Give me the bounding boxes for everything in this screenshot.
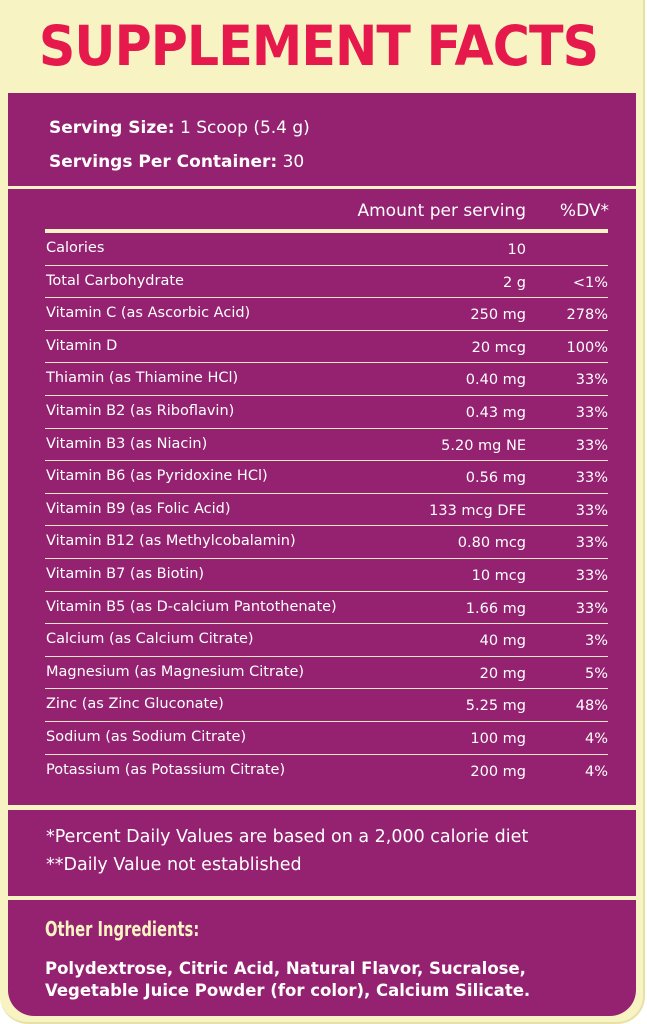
nutrient-name: Vitamin C (as Ascorbic Acid) xyxy=(46,305,251,322)
nutrient-amount: 2 g xyxy=(502,274,526,291)
nutrient-dv: 5% xyxy=(584,665,608,682)
not-established-footnote: **Daily Value not established xyxy=(46,855,302,875)
nutrient-amount: 0.80 mcg xyxy=(457,535,526,552)
serving-info-section: Serving Size: 1 Scoop (5.4 g) Servings P… xyxy=(8,93,636,186)
nutrient-row: Vitamin B6 (as Pyridoxine HCl) 0.56 mg 33% xyxy=(45,461,608,494)
nutrient-dv: 4% xyxy=(584,730,608,747)
nutrient-amount: 20 mcg xyxy=(471,339,526,356)
nutrient-name: Vitamin B12 (as Methylcobalamin) xyxy=(46,533,296,550)
nutrient-name: Vitamin B3 (as Niacin) xyxy=(46,435,208,452)
nutrient-row: Vitamin B9 (as Folic Acid) 133 mcg DFE 33% xyxy=(45,494,608,527)
nutrient-row: Total Carbohydrate 2 g <1% xyxy=(45,266,608,299)
nutrient-dv: 33% xyxy=(575,372,608,389)
nutrient-amount: 5.25 mg xyxy=(465,698,526,715)
nutrient-dv: 33% xyxy=(575,535,608,552)
nutrient-row: Zinc (as Zinc Gluconate) 5.25 mg 48% xyxy=(45,689,608,722)
nutrient-name: Potassium (as Potassium Citrate) xyxy=(46,761,286,778)
nutrient-name: Zinc (as Zinc Gluconate) xyxy=(46,696,224,713)
nutrient-name: Calories xyxy=(46,240,105,256)
nutrient-row: Vitamin B2 (as Riboflavin) 0.43 mg 33% xyxy=(45,396,608,429)
nutrient-table: Amount per serving %DV* Calories 10 Total … xyxy=(8,189,636,805)
nutrient-name: Sodium (as Sodium Citrate) xyxy=(46,728,247,745)
servings-per-container: Servings Per Container: 30 xyxy=(49,151,304,173)
nutrient-row: Vitamin B5 (as D-calcium Pantothenate) 1.… xyxy=(45,592,608,625)
nutrient-name: Vitamin B5 (as D-calcium Pantothenate) xyxy=(46,598,337,615)
nutrient-dv: 33% xyxy=(575,470,608,487)
nutrient-rows: Calories 10 Total Carbohydrate 2 g <1% Vitami… xyxy=(45,233,608,787)
nutrient-dv: 4% xyxy=(584,763,608,780)
nutrient-name: Calcium (as Calcium Citrate) xyxy=(46,631,254,648)
nutrient-row: Sodium (as Sodium Citrate) 100 mg 4% xyxy=(45,722,608,755)
nutrient-row: Vitamin B12 (as Methylcobalamin) 0.80 mcg… xyxy=(45,526,608,559)
nutrient-dv: 278% xyxy=(566,307,608,324)
serving-size-value: 1 Scoop (5.4 g) xyxy=(179,118,310,138)
nutrient-name: Magnesium (as Magnesium Citrate) xyxy=(46,663,305,680)
nutrient-amount: 100 mg xyxy=(470,730,526,747)
nutrient-name: Total Carbohydrate xyxy=(46,272,184,289)
nutrient-row: Thiamin (as Thiamine HCl) 0.40 mg 33% xyxy=(45,363,608,396)
servings-per-container-label: Servings Per Container: xyxy=(49,152,278,172)
nutrient-amount: 10 xyxy=(507,242,526,258)
nutrient-name: Vitamin B7 (as Biotin) xyxy=(46,565,205,582)
nutrient-amount: 20 mg xyxy=(479,665,526,682)
nutrient-amount: 5.20 mg NE xyxy=(441,437,526,454)
other-ingredients-section: Other Ingredients: Polydextrose, Citric … xyxy=(8,900,636,1016)
nutrient-amount: 0.43 mg xyxy=(465,404,526,421)
nutrient-row: Calories 10 xyxy=(45,233,608,266)
nutrient-row: Calcium (as Calcium Citrate) 40 mg 3% xyxy=(45,624,608,657)
nutrient-row: Vitamin B7 (as Biotin) 10 mcg 33% xyxy=(45,559,608,592)
nutrient-dv: 33% xyxy=(575,567,608,584)
percent-dv-footnote: *Percent Daily Values are based on a 2,0… xyxy=(46,827,529,847)
nutrient-dv: 100% xyxy=(566,339,608,356)
nutrient-row: Magnesium (as Magnesium Citrate) 20 mg 5% xyxy=(45,657,608,690)
other-ingredients-text: Polydextrose, Citric Acid, Natural Flavo… xyxy=(45,959,531,1000)
daily-value-header: %DV* xyxy=(559,201,609,221)
nutrient-name: Thiamin (as Thiamine HCl) xyxy=(46,370,239,387)
nutrient-amount: 250 mg xyxy=(470,307,526,324)
nutrient-name: Vitamin B9 (as Folic Acid) xyxy=(46,500,231,517)
nutrient-row: Vitamin C (as Ascorbic Acid) 250 mg 278% xyxy=(45,298,608,331)
nutrient-name: Vitamin B2 (as Riboflavin) xyxy=(46,402,235,419)
serving-size: Serving Size: 1 Scoop (5.4 g) xyxy=(49,117,310,139)
nutrient-amount: 1.66 mg xyxy=(465,600,526,617)
servings-per-container-value: 30 xyxy=(282,152,305,172)
nutrient-row: Vitamin D 20 mcg 100% xyxy=(45,331,608,364)
nutrient-dv: <1% xyxy=(572,274,608,291)
nutrient-row: Vitamin B3 (as Niacin) 5.20 mg NE 33% xyxy=(45,429,608,462)
amount-per-serving-header: Amount per serving xyxy=(357,201,526,221)
nutrient-dv: 3% xyxy=(584,633,608,650)
nutrient-dv: 33% xyxy=(575,404,608,421)
nutrient-amount: 133 mcg DFE xyxy=(429,502,526,519)
other-ingredients-title: Other Ingredients: xyxy=(45,917,200,941)
header-divider xyxy=(45,229,608,233)
nutrient-dv: 48% xyxy=(575,698,608,715)
nutrient-dv: 33% xyxy=(575,600,608,617)
nutrient-amount: 0.56 mg xyxy=(465,470,526,487)
nutrient-amount: 10 mcg xyxy=(471,567,526,584)
label-title: SUPPLEMENT FACTS xyxy=(38,14,599,78)
nutrient-dv: 33% xyxy=(575,502,608,519)
nutrient-row: Potassium (as Potassium Citrate) 200 mg 4% xyxy=(45,755,608,788)
serving-size-label: Serving Size: xyxy=(49,118,175,138)
nutrient-amount: 40 mg xyxy=(479,633,526,650)
nutrient-dv: 33% xyxy=(575,437,608,454)
footnotes-section: *Percent Daily Values are based on a 2,0… xyxy=(8,810,636,896)
nutrient-amount: 200 mg xyxy=(470,763,526,780)
nutrient-name: Vitamin D xyxy=(46,337,118,354)
nutrient-amount: 0.40 mg xyxy=(465,372,526,389)
nutrient-name: Vitamin B6 (as Pyridoxine HCl) xyxy=(46,468,268,485)
